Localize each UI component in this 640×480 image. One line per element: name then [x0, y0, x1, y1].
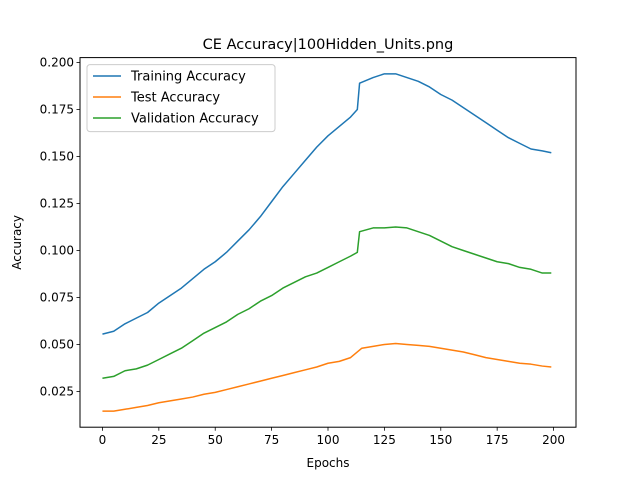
- legend-label-0: Training Accuracy: [130, 70, 246, 85]
- x-tick-label: 75: [264, 433, 279, 447]
- y-axis-label: Accuracy: [10, 215, 24, 270]
- x-tick-label: 25: [151, 433, 166, 447]
- legend: Training Accuracy Test Accuracy Validation…: [86, 64, 276, 133]
- x-tick-label: 200: [542, 433, 565, 447]
- legend-box: [86, 64, 276, 133]
- y-tick-label: 0.075: [40, 290, 74, 304]
- x-axis: 0 25 50 75 100 125 150 175 200: [99, 427, 565, 447]
- x-tick-label: 150: [429, 433, 452, 447]
- y-tick-label: 0.050: [40, 337, 74, 351]
- x-tick-label: 175: [486, 433, 509, 447]
- y-tick-label: 0.150: [40, 150, 74, 164]
- chart-title: CE Accuracy|100Hidden_Units.png: [203, 37, 454, 53]
- x-tick-label: 0: [99, 433, 107, 447]
- legend-label-1: Test Accuracy: [130, 91, 220, 106]
- series-line-2: [102, 226, 552, 380]
- legend-label-2: Validation Accuracy: [131, 112, 259, 127]
- y-tick-label: 0.175: [40, 103, 74, 117]
- y-tick-label: 0.025: [40, 384, 74, 398]
- x-tick-label: 50: [208, 433, 223, 447]
- x-axis-label: Epochs: [307, 456, 350, 470]
- series-line-0: [102, 73, 552, 335]
- y-tick-label: 0.200: [40, 56, 74, 70]
- x-tick-label: 100: [317, 433, 340, 447]
- series-line-1: [102, 342, 552, 412]
- y-axis: 0.025 0.050 0.075 0.100 0.125 0.150 0.175 0.200: [40, 56, 80, 398]
- y-tick-label: 0.100: [40, 243, 74, 257]
- y-tick-label: 0.125: [40, 196, 74, 210]
- x-tick-label: 125: [373, 433, 396, 447]
- plot-lines: [102, 73, 552, 412]
